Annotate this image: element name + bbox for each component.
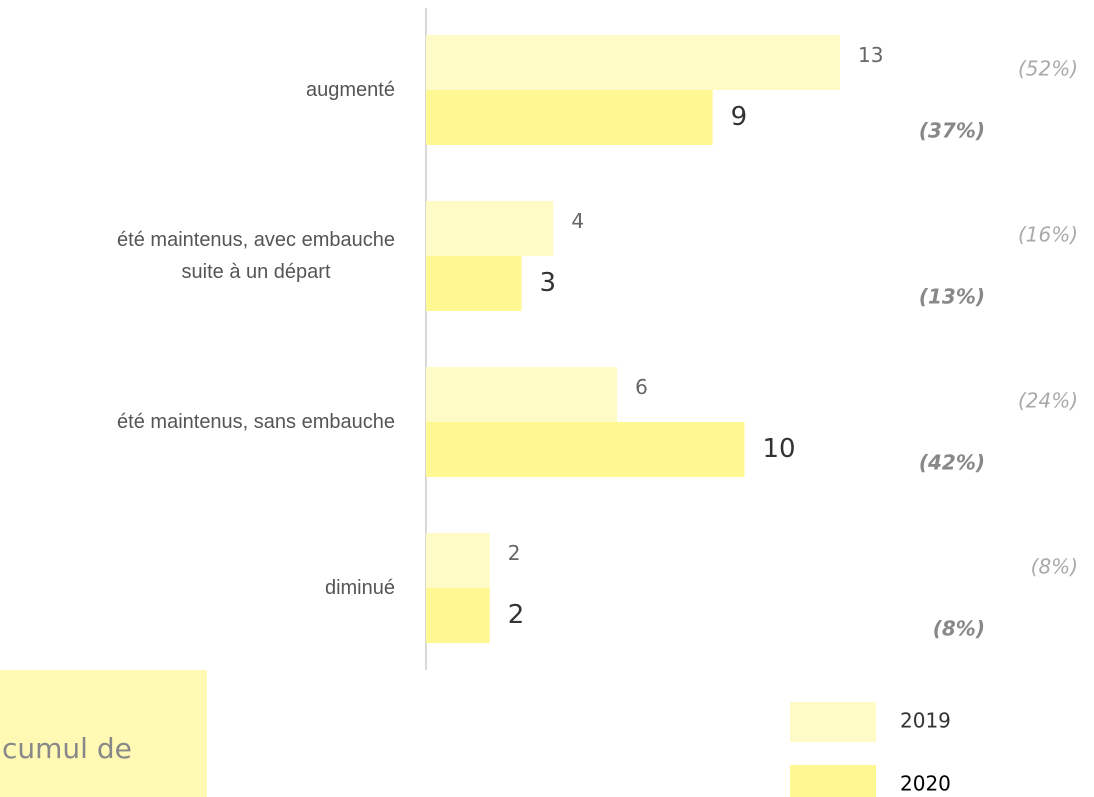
value-label: 13 — [858, 43, 883, 67]
bar — [426, 256, 522, 311]
share-label: (8%) — [1031, 555, 1078, 579]
share-label: (37%) — [919, 119, 985, 143]
value-label: 4 — [571, 209, 584, 233]
bar — [426, 422, 745, 477]
legend-swatch — [790, 765, 876, 797]
legend-label: 2020 — [900, 772, 951, 796]
category-label: été maintenus, avec embauche suite à un … — [117, 229, 395, 283]
share-label: (42%) — [919, 451, 985, 475]
bar — [426, 201, 554, 256]
share-label: (24%) — [1018, 389, 1078, 413]
value-label: 10 — [762, 434, 795, 464]
category-label: diminué — [324, 577, 395, 599]
annotation-text: cumul de — [2, 732, 132, 765]
share-label: (16%) — [1018, 223, 1078, 247]
bar — [426, 90, 713, 145]
share-label: (8%) — [933, 617, 985, 641]
category-label: augmenté — [306, 79, 395, 101]
bar — [426, 533, 490, 588]
value-label: 9 — [731, 102, 748, 132]
annotation-box — [0, 670, 207, 797]
share-label: (13%) — [919, 285, 985, 309]
bar — [426, 588, 490, 643]
value-label: 3 — [540, 268, 557, 298]
legend-label: 2019 — [900, 709, 951, 733]
bar — [426, 367, 618, 422]
value-label: 2 — [508, 541, 521, 565]
value-label: 2 — [508, 600, 525, 630]
bar — [426, 35, 840, 90]
value-label: 6 — [635, 375, 648, 399]
share-label: (52%) — [1018, 57, 1078, 81]
legend-swatch — [790, 702, 876, 742]
category-label: été maintenus, sans embauche — [117, 411, 395, 433]
